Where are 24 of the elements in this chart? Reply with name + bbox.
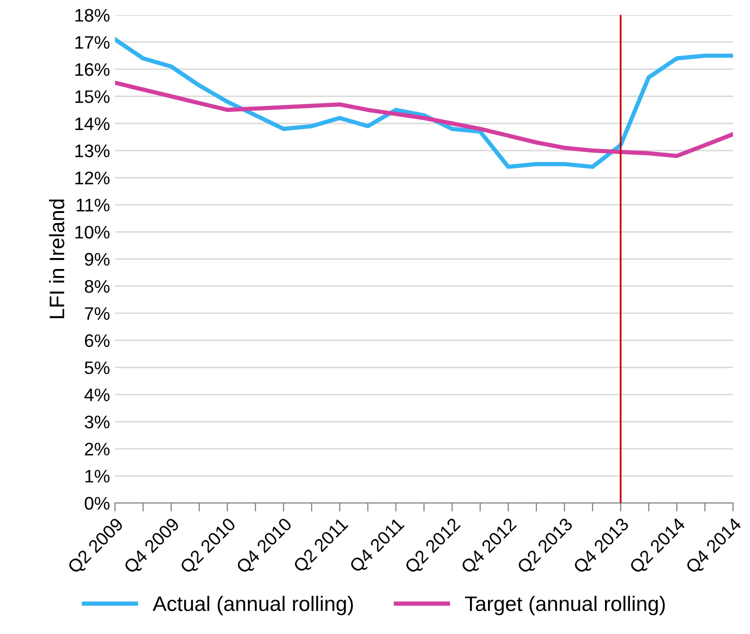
y-tick-label: 7% [84, 307, 110, 320]
y-tick-label: 16% [75, 63, 110, 76]
line-series [115, 37, 733, 169]
y-tick-label: 6% [84, 334, 110, 348]
y-tick-label: 1% [85, 470, 110, 483]
legend-label: Target (annual rolling) [465, 596, 665, 616]
y-tick-label: 15% [75, 90, 110, 104]
y-tick-label: 8% [84, 280, 110, 293]
y-tick-label: 12% [75, 172, 110, 184]
legend-label: Actual (annual rolling) [152, 596, 353, 616]
y-tick-label: 5% [84, 361, 110, 374]
y-tick-label: 10% [75, 226, 110, 239]
y-tick-label: 11% [76, 198, 110, 212]
y-tick-label: 9% [84, 252, 110, 266]
y-axis-title: LFI in Ireland [49, 200, 64, 318]
y-tick-label: 13% [75, 144, 110, 158]
y-tick-label: 3% [84, 416, 110, 428]
y-tick-label: 18% [75, 8, 110, 22]
y-tick-label: 0% [84, 496, 110, 510]
y-tick-label: 17% [75, 36, 110, 49]
y-tick-label: 4% [84, 388, 110, 402]
y-tick-label: 14% [75, 117, 110, 130]
line-series [115, 80, 733, 158]
y-tick-label: 2% [84, 442, 110, 456]
